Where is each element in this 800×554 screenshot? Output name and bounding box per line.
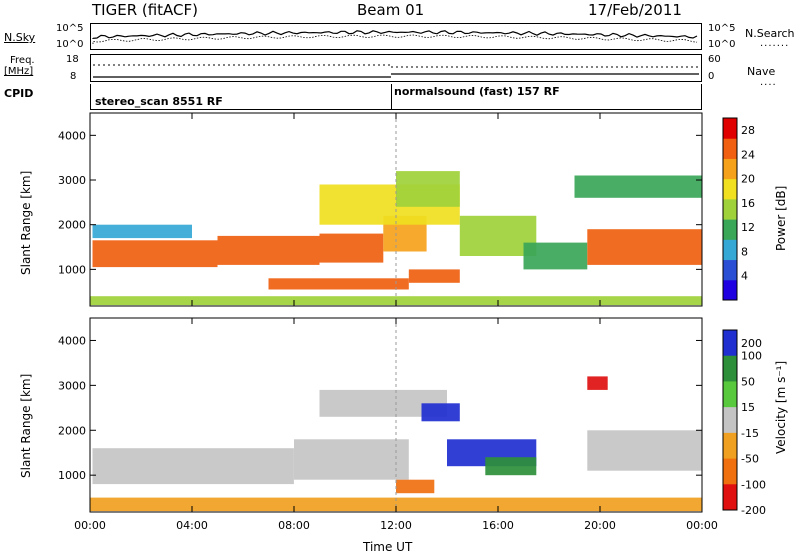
velocity-region [92, 448, 294, 485]
velocity-region [396, 479, 435, 494]
colorbar-segment [723, 118, 737, 139]
velocity-region [587, 376, 608, 390]
colorbar-tick-label: 100 [741, 350, 762, 363]
velocity-region [485, 457, 537, 476]
colorbar-segment [723, 138, 737, 159]
colorbar-segment [723, 158, 737, 180]
x-axis-label: Time UT [363, 540, 413, 554]
colorbar-tick-label: -50 [741, 453, 759, 466]
power-region [92, 224, 192, 239]
nsearch-label: N.Search [745, 27, 795, 40]
colorbar-segment [723, 458, 737, 485]
colorbar-tick-label: 15 [741, 401, 755, 414]
date-label: 17/Feb/2011 [588, 1, 682, 19]
colorbar-segment [723, 279, 737, 301]
colorbar-tick-label: -100 [741, 478, 766, 491]
x-tick-label: 08:00 [278, 519, 310, 532]
power-region [574, 175, 702, 198]
velocity-region [421, 403, 460, 422]
power-region [319, 233, 384, 263]
freq-label: Freq. [10, 55, 35, 66]
y-tick-label: 2000 [58, 219, 86, 232]
freq-trace [93, 64, 699, 78]
colorbar-tick-label: 20 [741, 173, 755, 186]
colorbar-tick-label: 28 [741, 124, 755, 137]
x-tick-label: 04:00 [176, 519, 208, 532]
power-region [408, 269, 460, 283]
nsearch-legend-dots: ....... [760, 38, 790, 49]
x-tick-label: 00:00 [74, 519, 106, 532]
power-region [396, 171, 460, 207]
y-tick-label: 1000 [58, 263, 86, 276]
colorbar-tick-label: 8 [741, 245, 748, 258]
power-colorbar-label: Power [dB] [774, 185, 788, 251]
nsky-tick-low: 10^0 [56, 39, 84, 50]
power-region [217, 235, 320, 265]
colorbar-tick-label: 12 [741, 221, 755, 234]
power-region [268, 278, 409, 290]
chart-title: TIGER (fitACF) [92, 1, 199, 19]
nave-tick-low: 0 [708, 71, 715, 82]
y-tick-label: 3000 [58, 174, 86, 187]
colorbar-tick-label: 24 [741, 148, 755, 161]
y-tick-label: 1000 [58, 469, 86, 482]
y-tick-label: 4000 [58, 129, 86, 142]
cpid-segment-1: stereo_scan 8551 RF [95, 95, 223, 108]
colorbar-segment [723, 259, 737, 281]
colorbar-segment [723, 407, 737, 434]
nave-legend-dots: .... [760, 77, 777, 88]
nsky-tick-high: 10^5 [56, 23, 84, 34]
colorbar-frame [722, 329, 738, 511]
freq-tick-high: 18 [66, 54, 79, 65]
cpid-label: CPID [4, 87, 34, 100]
colorbar-tick-label: 4 [741, 270, 748, 283]
nsky-trace [92, 30, 698, 44]
colorbar-segment [723, 381, 737, 408]
cpid-panel [90, 84, 702, 110]
y-tick-label: 2000 [58, 424, 86, 437]
x-tick-label: 20:00 [584, 519, 616, 532]
power-region [587, 229, 703, 265]
velocity-region [294, 439, 409, 480]
colorbar-tick-label: -15 [741, 427, 759, 440]
nsearch-tick-low: 10^0 [708, 39, 736, 50]
nsky-label: N.Sky [4, 31, 36, 44]
power-y-axis-label: Slant Range [km] [19, 170, 33, 275]
nsky-panel [90, 23, 702, 50]
colorbar-segment [723, 432, 737, 460]
x-tick-label: 00:00 [686, 519, 718, 532]
colorbar-tick-label: 16 [741, 197, 755, 210]
colorbar-segment [723, 484, 737, 511]
colorbar-segment [723, 355, 737, 382]
y-tick-label: 4000 [58, 334, 86, 347]
cpid-segment-2: normalsound (fast) 157 RF [394, 85, 560, 98]
beam-label: Beam 01 [357, 1, 425, 19]
x-tick-label: 16:00 [482, 519, 514, 532]
nave-label: Nave [747, 65, 776, 78]
velocity-colorbar-label: Velocity [m s⁻¹] [774, 360, 788, 454]
freq-panel [90, 54, 702, 82]
colorbar-segment [723, 178, 737, 200]
y-tick-label: 3000 [58, 379, 86, 392]
velocity-region [587, 430, 703, 471]
velocity-y-axis-label: Slant Range [km] [19, 373, 33, 478]
colorbar-segment [723, 330, 737, 357]
colorbar-segment [723, 239, 737, 261]
colorbar-frame [722, 117, 738, 301]
power-region [523, 242, 588, 270]
x-tick-label: 12:00 [380, 519, 412, 532]
nave-tick-high: 60 [708, 54, 721, 65]
colorbar-tick-label: 200 [741, 337, 762, 350]
nsearch-tick-high: 10^5 [708, 23, 736, 34]
colorbar-tick-label: -200 [741, 504, 766, 517]
freq-tick-low: 8 [70, 71, 77, 82]
freq-unit: [MHz] [4, 66, 34, 77]
colorbar-tick-label: 50 [741, 375, 755, 388]
axes: 1000 2000 3000 4000 4 8 12 16 20 24 28 1000 2000 3000… [58, 112, 766, 532]
power-region [92, 240, 218, 268]
colorbar-segment [723, 198, 737, 220]
colorbar-segment [723, 219, 737, 240]
